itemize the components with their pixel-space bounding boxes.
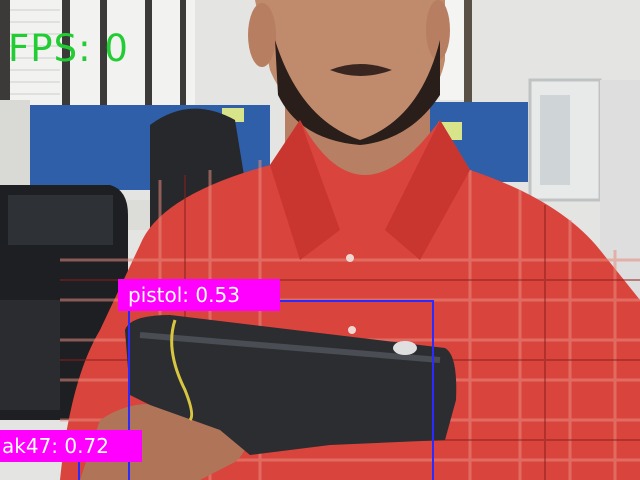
fps-value: 0: [104, 27, 129, 70]
window-frame: [0, 0, 186, 108]
beard: [275, 40, 440, 145]
pistol-sight: [393, 341, 417, 355]
mouth: [330, 64, 392, 76]
collar-right: [385, 120, 470, 260]
left-ear: [248, 3, 276, 67]
fps-label: FPS:: [8, 27, 92, 70]
shirt-button: [346, 254, 354, 262]
collar-left: [270, 120, 340, 260]
fps-counter: FPS: 0: [8, 30, 129, 67]
window: [0, 0, 195, 105]
window-blinds: [10, 9, 60, 95]
detection-label-ak47: ak47: 0.72: [0, 430, 142, 462]
detection-label-pistol: pistol: 0.53: [118, 279, 280, 311]
rubber-band: [170, 319, 194, 422]
pistol: [125, 315, 457, 455]
right-ear: [426, 0, 450, 60]
detection-box-pistol: [128, 300, 434, 480]
